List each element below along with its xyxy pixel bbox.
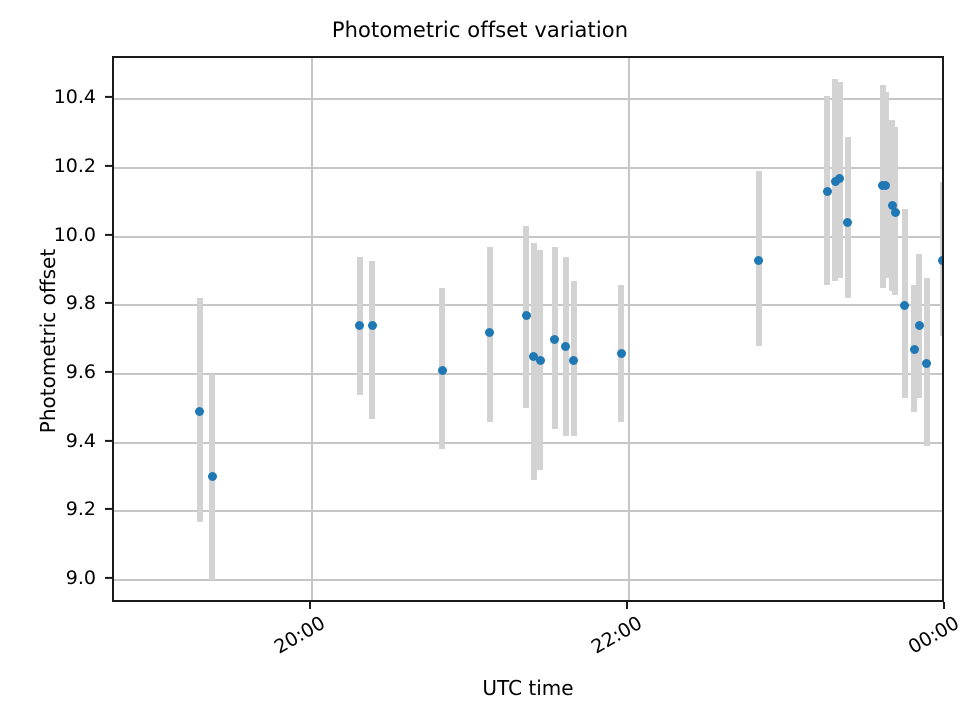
errorbar xyxy=(844,136,851,299)
gridline-horizontal xyxy=(114,441,942,444)
y-tick-label: 9.6 xyxy=(65,360,96,383)
errorbar xyxy=(530,243,537,481)
gridline-horizontal xyxy=(114,510,942,513)
x-tick-mark xyxy=(626,602,629,609)
y-tick-mark xyxy=(105,508,112,511)
y-tick-mark xyxy=(105,233,112,236)
y-tick-mark xyxy=(105,439,112,442)
data-point xyxy=(616,348,626,358)
y-tick-label: 10.4 xyxy=(53,86,96,109)
data-point xyxy=(922,359,932,369)
y-tick-label: 9.0 xyxy=(65,566,96,589)
y-tick-mark xyxy=(105,96,112,99)
data-point xyxy=(835,173,845,183)
x-tick-mark xyxy=(309,602,312,609)
y-tick-mark xyxy=(105,302,112,305)
chart-title: Photometric offset variation xyxy=(331,18,629,42)
gridline-horizontal xyxy=(114,166,942,169)
data-point xyxy=(887,201,897,211)
data-point xyxy=(355,321,365,331)
y-tick-label: 10.0 xyxy=(53,223,96,246)
x-tick-label: 00:00 xyxy=(904,612,960,659)
data-point xyxy=(881,180,891,190)
data-point xyxy=(550,335,560,345)
data-point xyxy=(938,256,942,266)
y-tick-label: 9.8 xyxy=(65,292,96,315)
data-point xyxy=(900,300,910,310)
data-point xyxy=(754,256,764,266)
data-point xyxy=(890,208,900,218)
y-tick-label: 9.4 xyxy=(65,429,96,452)
data-point xyxy=(914,321,924,331)
data-point xyxy=(569,355,579,365)
data-point xyxy=(830,177,840,187)
gridline-vertical xyxy=(311,58,314,600)
data-point xyxy=(195,407,205,417)
y-tick-mark xyxy=(105,576,112,580)
y-tick-mark xyxy=(105,370,112,374)
y-tick-mark xyxy=(105,164,112,167)
data-point xyxy=(367,321,377,331)
gridline-horizontal xyxy=(114,98,942,101)
y-tick-label: 10.2 xyxy=(53,154,96,177)
data-point xyxy=(529,352,539,362)
x-tick-label: 20:00 xyxy=(270,612,330,659)
data-point xyxy=(909,345,919,355)
plot-area xyxy=(112,56,944,602)
data-point xyxy=(521,311,531,321)
gridline-horizontal xyxy=(114,578,942,581)
x-tick-label: 22:00 xyxy=(587,612,647,659)
data-point xyxy=(822,187,832,197)
y-tick-label: 9.2 xyxy=(65,498,96,521)
data-point xyxy=(843,218,853,228)
data-point xyxy=(207,472,217,482)
x-axis-label: UTC time xyxy=(482,676,574,700)
data-point xyxy=(437,365,447,375)
data-point xyxy=(485,328,495,338)
x-tick-mark xyxy=(943,602,946,609)
gridline-vertical xyxy=(628,58,631,600)
data-point xyxy=(561,341,571,351)
errorbar xyxy=(369,260,376,419)
data-point xyxy=(535,355,545,365)
